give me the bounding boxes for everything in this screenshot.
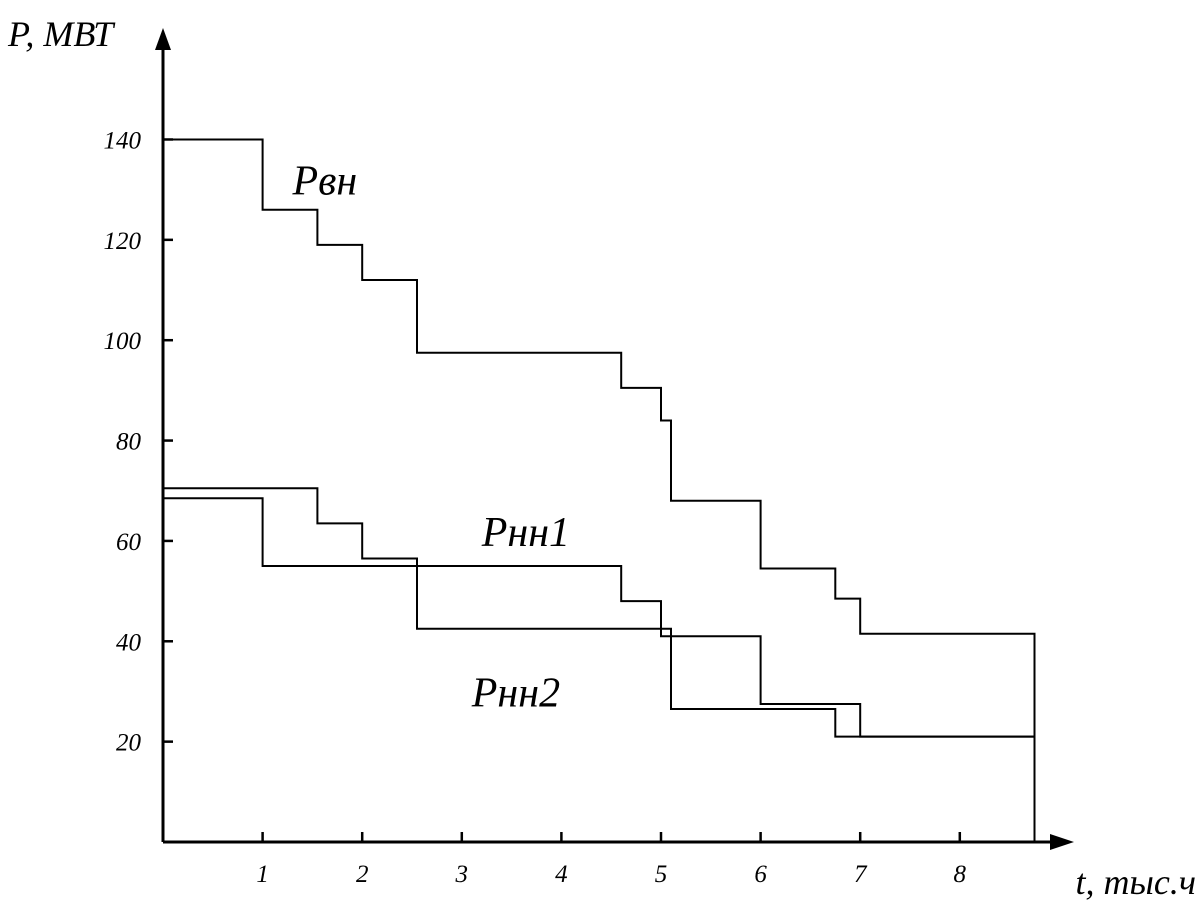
series-label-3: Pнн2	[471, 671, 560, 717]
x-tick-label: 6	[754, 861, 767, 888]
y-tick-label: 80	[116, 429, 142, 456]
y-axis-label: P, МВТ	[7, 14, 116, 54]
series-labels-layer: Pвн Pнн1 Pнн2	[291, 159, 570, 717]
series-layer	[163, 138, 1036, 842]
series-label-2: Pнн1	[481, 510, 570, 556]
x-axis-arrow-icon	[1050, 834, 1074, 850]
ticks-layer: 1 2 3 4 5 6 7 8 20 40 60 80 100 120 140	[104, 127, 967, 888]
x-tick-label: 7	[854, 861, 868, 888]
series-line-3	[163, 497, 1035, 738]
x-tick-label: 1	[256, 861, 269, 888]
y-tick-label: 40	[116, 629, 142, 656]
series-label-1: Pвн	[291, 159, 357, 205]
y-tick-label: 20	[116, 730, 142, 757]
x-tick-label: 8	[954, 861, 967, 888]
y-tick-label: 140	[104, 127, 142, 154]
series-line-1	[163, 138, 1036, 842]
axes-layer	[155, 28, 1074, 850]
y-tick-label: 100	[104, 328, 142, 355]
x-tick-label: 2	[356, 861, 369, 888]
x-axis-label: t, тыс.ч	[1075, 862, 1196, 902]
series-line-2	[163, 487, 1035, 738]
x-tick-label: 3	[455, 861, 469, 888]
x-tick-label: 4	[555, 861, 568, 888]
x-tick-label: 5	[655, 861, 668, 888]
y-tick-label: 60	[116, 529, 142, 556]
y-axis-arrow-icon	[155, 28, 171, 50]
y-tick-label: 120	[104, 228, 142, 255]
